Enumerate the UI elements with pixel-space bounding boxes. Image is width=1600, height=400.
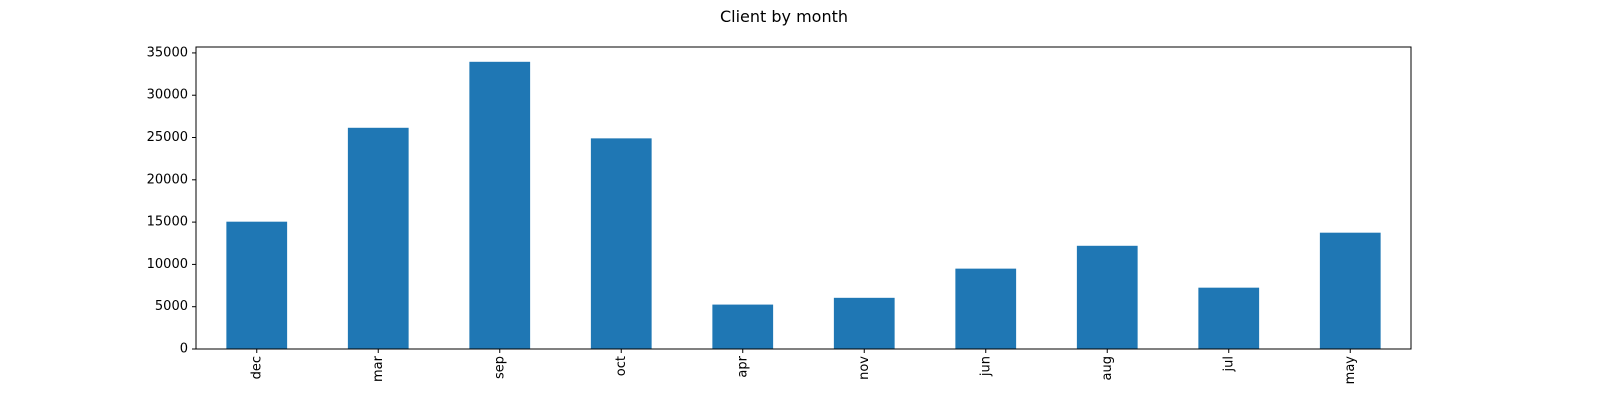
x-tick-label: mar (371, 355, 386, 382)
bar-may (1319, 232, 1381, 349)
y-tick-label: 10000 (147, 257, 188, 272)
bar-oct (590, 138, 652, 349)
x-tick-label: sep (492, 356, 507, 379)
y-tick-label: 35000 (147, 45, 188, 60)
y-tick-label: 0 (180, 342, 188, 357)
x-tick-label: aug (1100, 356, 1115, 380)
x-tick-label: oct (614, 356, 629, 376)
y-tick-label: 5000 (155, 299, 188, 314)
x-axis: dec mar sep oct apr nov jun aug jul may (249, 349, 1358, 384)
bar-sep (469, 61, 531, 349)
bars-layer (226, 61, 1381, 350)
y-tick-label: 25000 (147, 130, 188, 145)
bar-mar (347, 127, 409, 350)
x-tick-label: may (1343, 356, 1358, 385)
y-tick-label: 15000 (147, 215, 188, 230)
x-tick-label: dec (249, 356, 264, 379)
bar-apr (712, 304, 774, 349)
plot-frame (195, 46, 1412, 350)
bar-aug (1076, 245, 1138, 349)
bar-jul (1198, 287, 1260, 349)
bar-jun (955, 268, 1017, 349)
chart-title: Client by month (720, 7, 848, 26)
x-tick-label: jul (1221, 356, 1236, 372)
y-axis: 0 5000 10000 15000 20000 25000 30000 35000 (147, 45, 196, 357)
y-tick-label: 30000 (147, 88, 188, 103)
bar-nov (833, 297, 895, 349)
x-tick-label: apr (735, 355, 750, 377)
x-tick-label: jun (978, 356, 993, 377)
x-tick-label: nov (857, 356, 872, 380)
bar-dec (226, 221, 288, 349)
y-tick-label: 20000 (147, 172, 188, 187)
